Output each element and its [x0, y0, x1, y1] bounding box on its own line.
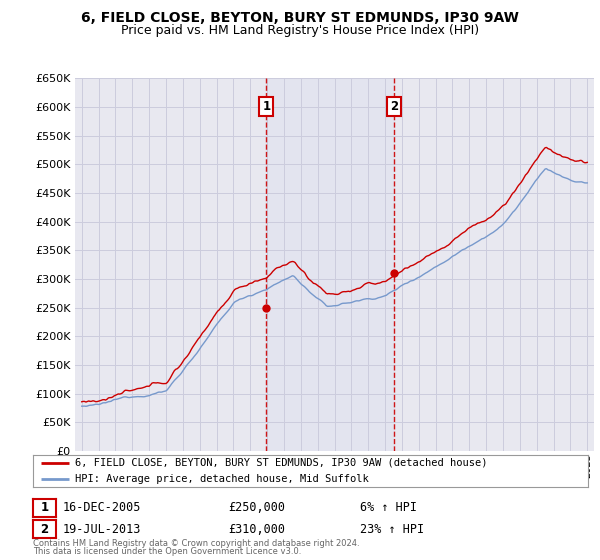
- Bar: [266, 78, 394, 451]
- Text: 6, FIELD CLOSE, BEYTON, BURY ST EDMUNDS, IP30 9AW (detached house): 6, FIELD CLOSE, BEYTON, BURY ST EDMUNDS,…: [74, 458, 487, 468]
- Text: 1: 1: [262, 100, 271, 113]
- Text: 2: 2: [40, 522, 49, 536]
- Text: This data is licensed under the Open Government Licence v3.0.: This data is licensed under the Open Gov…: [33, 547, 301, 556]
- Text: 2: 2: [390, 100, 398, 113]
- Text: Contains HM Land Registry data © Crown copyright and database right 2024.: Contains HM Land Registry data © Crown c…: [33, 539, 359, 548]
- Text: 6, FIELD CLOSE, BEYTON, BURY ST EDMUNDS, IP30 9AW: 6, FIELD CLOSE, BEYTON, BURY ST EDMUNDS,…: [81, 11, 519, 25]
- Text: £310,000: £310,000: [228, 522, 285, 536]
- Text: 19-JUL-2013: 19-JUL-2013: [63, 522, 142, 536]
- Text: 6% ↑ HPI: 6% ↑ HPI: [360, 501, 417, 515]
- Text: 1: 1: [40, 501, 49, 515]
- Text: £250,000: £250,000: [228, 501, 285, 515]
- Text: HPI: Average price, detached house, Mid Suffolk: HPI: Average price, detached house, Mid …: [74, 474, 368, 484]
- Text: 23% ↑ HPI: 23% ↑ HPI: [360, 522, 424, 536]
- Text: 16-DEC-2005: 16-DEC-2005: [63, 501, 142, 515]
- Text: Price paid vs. HM Land Registry's House Price Index (HPI): Price paid vs. HM Land Registry's House …: [121, 24, 479, 36]
